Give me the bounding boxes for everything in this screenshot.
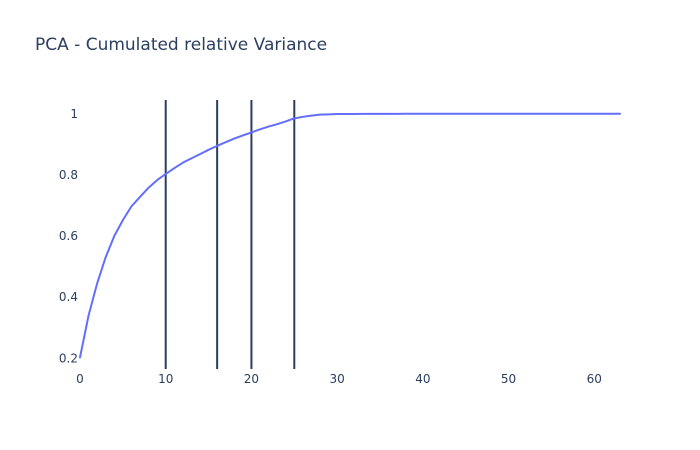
y-tick-label: 0.6: [59, 229, 78, 243]
x-tick-label: 50: [501, 372, 516, 386]
chart-title: PCA - Cumulated relative Variance: [35, 35, 327, 55]
plot-area: [79, 100, 621, 369]
y-tick-label: 0.2: [59, 351, 78, 365]
x-tick-label: 10: [158, 372, 173, 386]
x-tick-label: 30: [330, 372, 345, 386]
y-axis-ticks: 0.2 0.4 0.6 0.8 1: [59, 107, 78, 366]
series-line-0: [79, 112, 621, 359]
series-layer: [79, 112, 621, 359]
x-tick-label: 20: [244, 372, 259, 386]
y-tick-label: 0.8: [59, 168, 78, 182]
x-tick-label: 40: [415, 372, 430, 386]
y-tick-label: 0.4: [59, 290, 78, 304]
x-tick-label: 0: [76, 372, 84, 386]
y-tick-label: 1: [70, 107, 78, 121]
x-axis-ticks: 0 10 20 30 40 50 60: [76, 372, 602, 386]
x-tick-label: 60: [587, 372, 602, 386]
